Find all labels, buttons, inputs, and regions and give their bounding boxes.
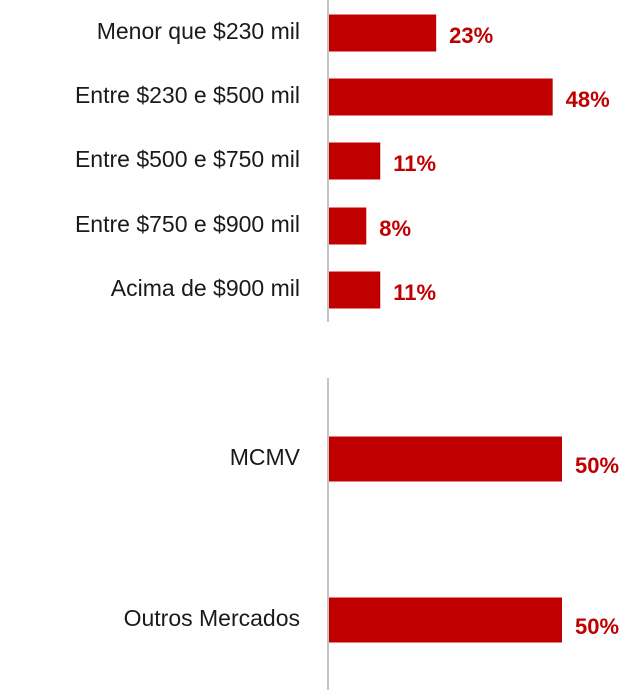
category-label: Menor que $230 mil [97, 18, 300, 44]
bar [329, 207, 367, 245]
value-label: 48% [566, 87, 610, 112]
bar [329, 14, 437, 52]
value-label: 23% [449, 23, 493, 48]
bar [329, 436, 562, 482]
bar [329, 271, 381, 309]
bar [329, 78, 553, 116]
value-label: 50% [575, 614, 619, 639]
bar [329, 597, 562, 643]
category-label: Acima de $900 mil [111, 275, 300, 301]
bar [329, 142, 381, 180]
category-label: Entre $500 e $750 mil [75, 146, 300, 172]
category-label: MCMV [230, 444, 301, 470]
value-label: 11% [393, 280, 436, 305]
category-label: Entre $750 e $900 mil [75, 211, 300, 237]
value-label: 11% [393, 151, 436, 176]
value-label: 8% [379, 216, 411, 241]
category-label: Entre $230 e $500 mil [75, 82, 300, 108]
category-label: Outros Mercados [124, 605, 300, 631]
value-label: 50% [575, 453, 619, 478]
